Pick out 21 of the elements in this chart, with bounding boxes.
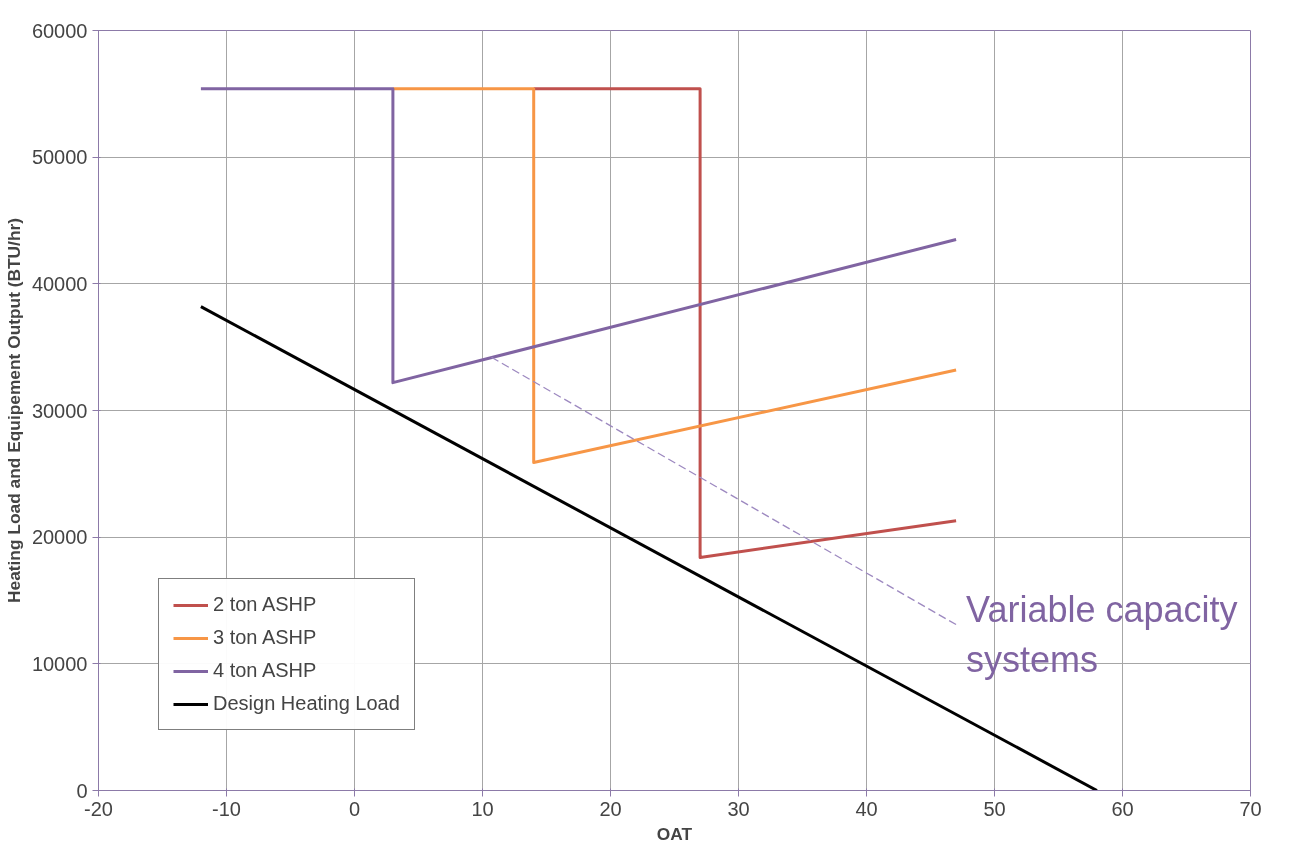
x-tick-label: 30	[727, 797, 750, 820]
legend-label: Design Heating Load	[213, 692, 400, 715]
x-tick-label: 50	[983, 797, 1006, 820]
y-axis-title: Heating Load and Equipement Output (BTU/hr)	[3, 217, 24, 604]
y-tick-label: 10000	[31, 652, 88, 675]
x-tick-label: -10	[212, 797, 241, 820]
y-tick-label: 50000	[31, 146, 88, 169]
legend-label: 3 ton ASHP	[213, 626, 317, 649]
x-tick-label: 20	[599, 797, 622, 820]
legend-label: 4 ton ASHP	[213, 659, 317, 682]
y-tick-label: 20000	[31, 526, 88, 549]
x-tick-label: 70	[1239, 797, 1262, 820]
x-tick-label: 40	[855, 797, 878, 820]
y-tick-label: 40000	[31, 272, 88, 295]
x-tick-label: 0	[348, 797, 361, 820]
x-tick-label: 10	[471, 797, 494, 820]
legend-label: 2 ton ASHP	[213, 593, 317, 616]
x-tick-label: 60	[1111, 797, 1134, 820]
y-tick-label: 30000	[31, 399, 88, 422]
y-tick-label: 60000	[31, 19, 88, 42]
x-axis-title: OAT	[656, 823, 693, 844]
